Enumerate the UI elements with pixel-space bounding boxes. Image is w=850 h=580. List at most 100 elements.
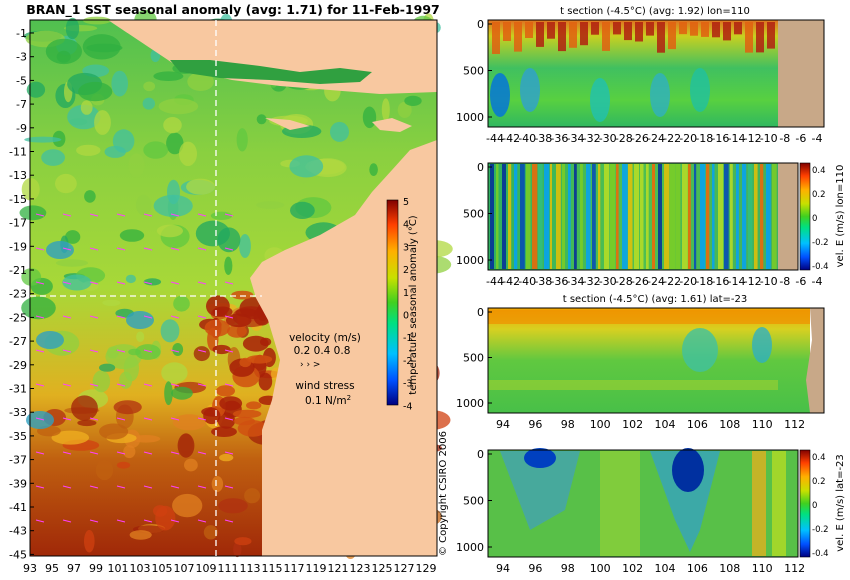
section-x-tick: -30 — [599, 132, 617, 145]
cool-feature — [682, 328, 718, 372]
sst-patch — [233, 409, 262, 419]
warm-layer-patch — [602, 22, 610, 51]
section-x-tick: -8 — [779, 132, 790, 145]
sst-patch — [113, 400, 142, 415]
map-x-tick: 127 — [394, 562, 415, 575]
velocity-stripe — [556, 164, 561, 269]
colorbar-tick: 1 — [403, 288, 409, 299]
sst-patch — [236, 128, 248, 152]
sst-patch — [204, 319, 230, 337]
westward-core — [524, 448, 556, 468]
vel-e-lon-land — [778, 163, 798, 270]
section-x-tick: -12 — [744, 132, 762, 145]
map-x-tick: 105 — [152, 562, 173, 575]
t-section-lat-land — [806, 308, 824, 413]
sst-patch — [104, 145, 126, 158]
section-x-tick: -4 — [812, 275, 823, 288]
sst-patch — [256, 114, 267, 125]
cool-layer-patch — [590, 78, 610, 122]
velocity-stripe — [664, 164, 670, 269]
eastward-flow — [600, 451, 640, 556]
sumba-island — [265, 118, 310, 130]
sst-patch — [116, 461, 131, 469]
sst-patch — [193, 346, 210, 362]
warm-layer-patch — [767, 22, 775, 49]
warm-layer-patch — [701, 22, 709, 37]
westward-core — [672, 448, 704, 492]
sst-patch — [246, 401, 262, 410]
vel-colorbar-tick: 0.2 — [812, 477, 826, 487]
sst-patch — [330, 121, 349, 142]
t-section-lat-field — [488, 308, 810, 413]
wind-arrow — [197, 451, 207, 455]
sst-map-panel: 93 95 97 99 101 103 105 107 109 111 113 115 117 119 12… — [9, 2, 453, 575]
section-x-tick: 100 — [590, 562, 611, 575]
section-x-tick: 108 — [719, 418, 740, 431]
sst-patch — [211, 426, 237, 438]
section-x-tick: -18 — [695, 132, 713, 145]
sst-patch — [55, 173, 77, 194]
wind-arrow — [116, 247, 126, 251]
wind-arrow — [197, 281, 207, 285]
colorbar-label: temperature seasonal anomaly (°C) — [408, 215, 419, 394]
sst-patch — [219, 453, 234, 462]
colorbar-tick: -3 — [403, 379, 412, 390]
velocity-stripe — [598, 164, 601, 269]
section-x-tick: -38 — [534, 132, 552, 145]
wind-arrow — [224, 383, 234, 387]
wind-arrow — [197, 519, 207, 523]
velocity-stripe — [622, 164, 628, 269]
velocity-stripe — [676, 164, 681, 269]
sst-patch — [156, 224, 183, 238]
section-x-tick: -16 — [711, 275, 729, 288]
cool-layer-patch — [650, 73, 670, 117]
wind-arrow — [89, 383, 99, 387]
sst-patch — [239, 234, 251, 258]
velocity-stripe — [694, 164, 697, 269]
t-section-lat-axes: 0 500 1000 94 96 98 100 102 104 106 108 110 112 — [456, 306, 805, 431]
wind-arrow — [62, 519, 72, 523]
wind-arrow — [89, 315, 99, 319]
wind-arrow — [197, 383, 207, 387]
sst-patch — [369, 163, 378, 177]
sst-patch — [184, 458, 198, 472]
wind-arrow — [170, 315, 180, 319]
sst-patch — [94, 110, 111, 135]
wind-arrow — [224, 213, 234, 217]
map-x-tick: 129 — [416, 562, 437, 575]
vel-e-lat-features — [500, 448, 786, 556]
sst-patch — [172, 414, 206, 431]
sst-patch — [290, 201, 315, 219]
section-x-tick: 106 — [687, 562, 708, 575]
map-x-tick: 117 — [284, 562, 305, 575]
sst-patch — [158, 98, 199, 115]
sst-patch — [187, 72, 214, 91]
wind-arrow — [62, 281, 72, 285]
sst-patch — [111, 70, 128, 97]
section-x-tick: -14 — [728, 132, 746, 145]
t-section-lon-features — [490, 22, 775, 122]
sst-patch — [234, 537, 252, 546]
sst-patch — [19, 205, 47, 221]
section-y-tick: 0 — [477, 161, 484, 174]
sst-patch — [171, 386, 193, 400]
sst-patch — [95, 460, 114, 481]
wind-arrow — [197, 213, 207, 217]
section-x-tick: -34 — [567, 132, 585, 145]
wind-arrow — [143, 213, 153, 217]
wind-arrow — [35, 315, 45, 319]
vel-e-lat-axes: 0 500 1000 94 96 98 100 102 104 106 108 110 112 0.4 0.… — [456, 448, 829, 575]
velocity-stripe — [532, 164, 538, 269]
wind-arrow — [224, 451, 234, 455]
map-y-tick: -25 — [9, 311, 27, 324]
colorbar-tick: 5 — [403, 197, 409, 208]
wind-arrow — [62, 417, 72, 421]
velocity-stripe — [724, 164, 729, 269]
section-y-tick: 500 — [463, 352, 484, 365]
sst-patch — [76, 144, 101, 156]
warm-surface-layer — [488, 310, 810, 324]
section-x-tick: -18 — [695, 275, 713, 288]
velocity-stripe — [736, 164, 739, 269]
vel-colorbar-tick: 0 — [812, 501, 817, 511]
wind-arrow — [143, 485, 153, 489]
